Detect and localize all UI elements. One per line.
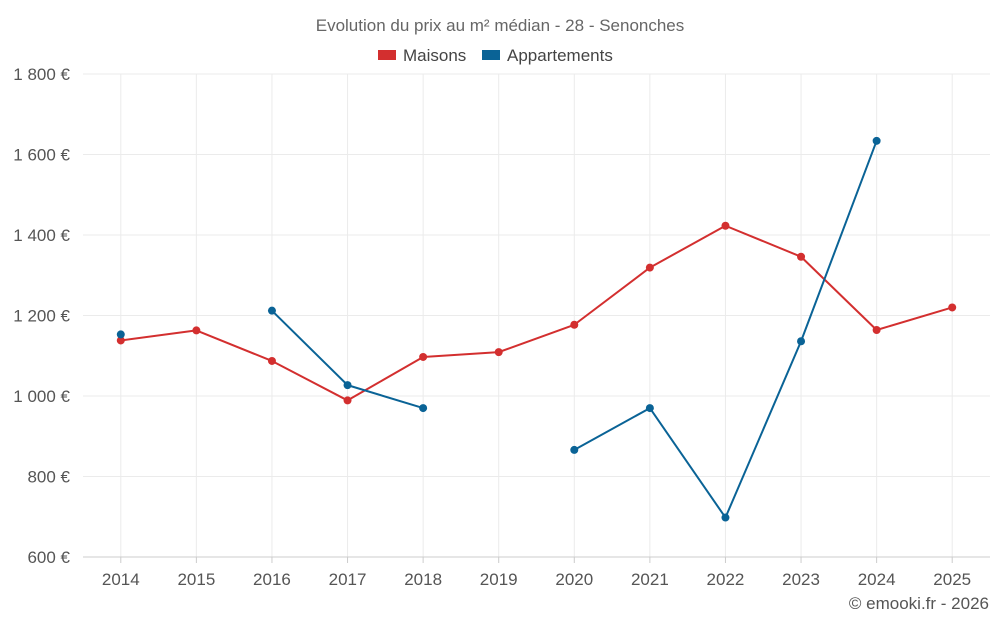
data-point-appartements-2017[interactable] bbox=[343, 381, 352, 390]
data-point-appartements-2020[interactable] bbox=[570, 445, 579, 454]
x-tick-label: 2023 bbox=[782, 570, 820, 589]
data-point-maisons-2020[interactable] bbox=[570, 320, 579, 329]
y-tick-label: 600 € bbox=[27, 548, 70, 567]
y-tick-label: 1 200 € bbox=[13, 307, 70, 326]
data-point-maisons-2022[interactable] bbox=[721, 221, 730, 230]
series bbox=[116, 136, 957, 522]
legend-label-appartements: Appartements bbox=[507, 46, 613, 65]
data-point-maisons-2017[interactable] bbox=[343, 396, 352, 405]
x-tick-label: 2017 bbox=[329, 570, 367, 589]
data-point-appartements-2018[interactable] bbox=[419, 404, 428, 413]
data-point-appartements-2016[interactable] bbox=[267, 306, 276, 315]
legend: Maisons Appartements bbox=[378, 46, 613, 65]
x-tick-label: 2014 bbox=[102, 570, 140, 589]
data-point-maisons-2018[interactable] bbox=[419, 352, 428, 361]
data-point-maisons-2021[interactable] bbox=[645, 263, 654, 272]
data-point-maisons-2014[interactable] bbox=[116, 336, 125, 345]
data-point-maisons-2016[interactable] bbox=[267, 356, 276, 365]
credit-text: © emooki.fr - 2026 bbox=[849, 594, 989, 613]
data-point-appartements-2021[interactable] bbox=[645, 404, 654, 413]
x-tick-label: 2016 bbox=[253, 570, 291, 589]
chart-title: Evolution du prix au m² médian - 28 - Se… bbox=[316, 16, 685, 35]
data-point-appartements-2023[interactable] bbox=[797, 337, 806, 346]
x-tick-label: 2025 bbox=[933, 570, 971, 589]
x-tick-label: 2022 bbox=[707, 570, 745, 589]
grid bbox=[83, 73, 990, 557]
x-tick-label: 2020 bbox=[555, 570, 593, 589]
data-point-appartements-2022[interactable] bbox=[721, 513, 730, 522]
y-tick-label: 1 000 € bbox=[13, 387, 70, 406]
legend-item-maisons[interactable]: Maisons bbox=[378, 46, 466, 65]
legend-swatch-appartements bbox=[482, 50, 500, 60]
x-tick-label: 2019 bbox=[480, 570, 518, 589]
legend-item-appartements[interactable]: Appartements bbox=[482, 46, 613, 65]
series-appartements bbox=[116, 136, 881, 522]
y-tick-label: 1 600 € bbox=[13, 146, 70, 165]
data-point-maisons-2025[interactable] bbox=[948, 303, 957, 312]
x-tick-label: 2021 bbox=[631, 570, 669, 589]
data-point-maisons-2024[interactable] bbox=[872, 325, 881, 334]
y-tick-label: 1 800 € bbox=[13, 65, 70, 84]
data-point-appartements-2014[interactable] bbox=[116, 330, 125, 339]
axes: 600 € 800 € 1 000 € 1 200 € 1 400 € 1 600 € 1 … bbox=[13, 65, 990, 589]
data-point-appartements-2024[interactable] bbox=[872, 136, 881, 145]
data-point-maisons-2019[interactable] bbox=[494, 348, 503, 357]
x-tick-label: 2015 bbox=[177, 570, 215, 589]
y-tick-label: 800 € bbox=[27, 468, 70, 487]
x-tick-label: 2024 bbox=[858, 570, 896, 589]
series-maisons bbox=[116, 221, 957, 405]
data-point-maisons-2023[interactable] bbox=[797, 252, 806, 261]
y-tick-label: 1 400 € bbox=[13, 226, 70, 245]
legend-label-maisons: Maisons bbox=[403, 46, 466, 65]
data-point-maisons-2015[interactable] bbox=[192, 326, 201, 335]
x-tick-label: 2018 bbox=[404, 570, 442, 589]
series-line-maisons bbox=[120, 224, 953, 402]
legend-swatch-maisons bbox=[378, 50, 396, 60]
